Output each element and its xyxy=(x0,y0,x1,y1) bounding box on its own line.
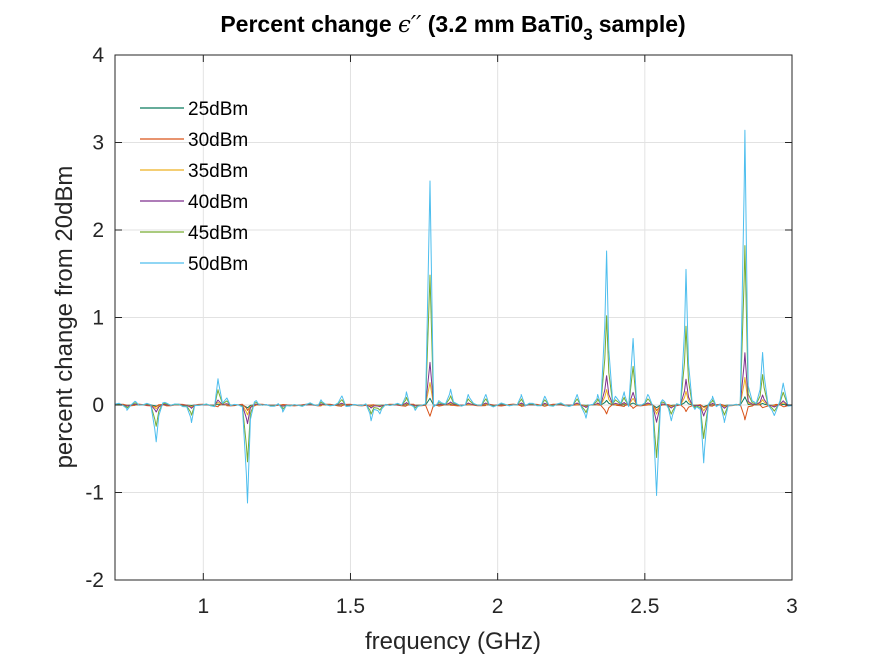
series-line-50dBm xyxy=(114,129,793,504)
y-tick-label: 0 xyxy=(92,394,104,417)
x-tick-label: 3 xyxy=(786,595,798,618)
legend-label: 40dBm xyxy=(188,192,248,213)
y-axis-title: percent change from 20dBm xyxy=(51,166,78,469)
legend-label: 50dBm xyxy=(188,254,248,275)
title-end: sample) xyxy=(599,11,686,37)
legend-label: 25dBm xyxy=(188,99,248,120)
title-tail: (3.2 mm BaTi0 xyxy=(428,11,584,37)
legend: 25dBm 30dBm 35dBm 40dBm 45dBm 50dBm xyxy=(140,99,248,275)
x-tick-label: 1.5 xyxy=(336,595,365,618)
y-tick-label: -1 xyxy=(85,482,104,505)
plot-lines xyxy=(114,129,793,504)
y-tick-label: 4 xyxy=(92,44,104,67)
legend-label: 45dBm xyxy=(188,223,248,244)
ticks: 1 1.5 2 2.5 3 -2 -1 0 1 2 3 4 xyxy=(85,44,798,618)
y-tick-label: -2 xyxy=(85,569,104,592)
legend-label: 30dBm xyxy=(188,130,248,151)
legend-label: 35dBm xyxy=(188,161,248,182)
y-tick-label: 2 xyxy=(92,219,104,242)
title-main: Percent change xyxy=(220,11,391,37)
x-axis-title: frequency (GHz) xyxy=(365,628,541,655)
x-tick-label: 2.5 xyxy=(630,595,659,618)
x-tick-label: 1 xyxy=(197,595,209,618)
chart-title: Percent change ϵ′′ (3.2 mm BaTi03 sample) xyxy=(220,11,685,44)
y-tick-label: 3 xyxy=(92,132,104,155)
title-subscript: 3 xyxy=(583,25,592,44)
title-symbol: ϵ′′ xyxy=(398,12,422,38)
x-tick-label: 2 xyxy=(492,595,504,618)
y-tick-label: 1 xyxy=(92,307,104,330)
